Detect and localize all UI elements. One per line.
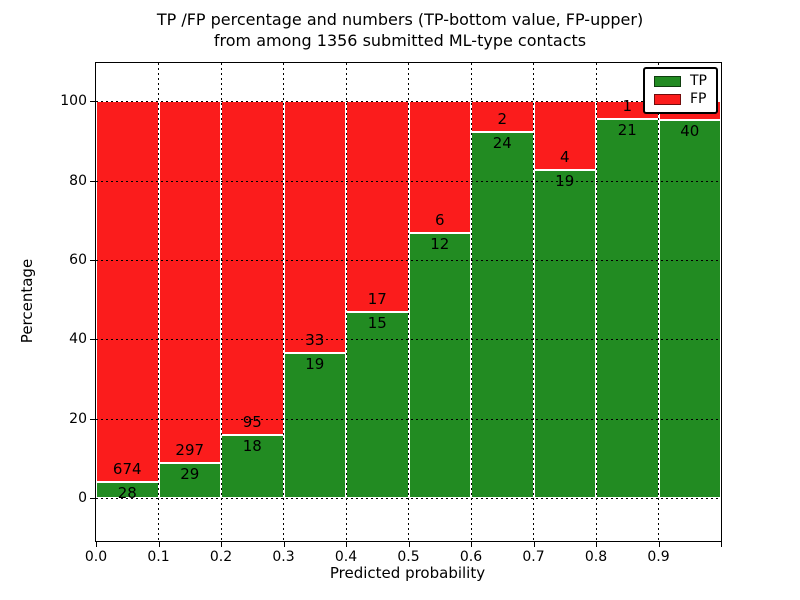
fp-count-label: 674 [112, 460, 142, 479]
fp-bar [96, 101, 159, 483]
y-tick-label: 60 [69, 251, 87, 268]
y-tick-label: 80 [69, 172, 87, 189]
chart-title-line2: from among 1356 submitted ML-type contac… [213, 31, 587, 51]
tp-count-label: 19 [305, 355, 325, 374]
vertical-gridline [533, 63, 534, 541]
x-tick [283, 542, 285, 547]
vertical-gridline [345, 63, 347, 541]
chart-title-line1: TP /FP percentage and numbers (TP-bottom… [156, 10, 644, 29]
tp-count-label: 12 [430, 235, 450, 254]
tp-bar [346, 312, 409, 499]
x-tick [408, 542, 410, 547]
x-tick-label: 0.5 [397, 549, 420, 565]
legend-entry-fp: FP [654, 91, 707, 107]
vertical-gridline [158, 63, 159, 541]
y-tick-label: 0 [78, 490, 87, 507]
fp-count-label: 95 [242, 412, 262, 431]
plot-area: TP FP 674 28 297 29 95 18 33 19 17 15 6 12 2 24 4 19 1 21… [60, 62, 722, 565]
chart-title: TP /FP percentage and numbers (TP-bottom… [0, 9, 800, 51]
fp-legend-swatch [654, 94, 681, 105]
tp-count-label: 40 [680, 122, 700, 141]
legend-entry-tp: TP [654, 73, 707, 89]
x-tick [721, 542, 722, 547]
tp-legend-swatch [654, 76, 681, 87]
tp-bar [408, 233, 471, 499]
x-tick [158, 542, 160, 547]
fp-count-label: 4 [559, 148, 570, 167]
x-tick-label: 0.4 [334, 549, 358, 565]
x-tick-label: 0.6 [459, 549, 483, 565]
fp-bar [283, 101, 346, 354]
tp-bar [283, 353, 346, 499]
x-tick-label: 0.7 [522, 549, 545, 565]
fp-count-label: 1 [622, 97, 633, 116]
x-tick-label: 0.2 [209, 549, 233, 565]
tp-bar [658, 120, 721, 499]
x-tick-label: 0.1 [147, 549, 170, 565]
x-tick [471, 542, 472, 547]
y-tick [90, 180, 95, 182]
x-tick [346, 542, 347, 547]
y-tick [90, 101, 95, 103]
fp-bar [346, 101, 409, 313]
fp-bar [158, 101, 221, 463]
x-tick [533, 542, 535, 547]
vertical-gridline [283, 63, 284, 541]
tp-bar [158, 462, 221, 499]
y-tick [90, 339, 95, 341]
tp-count-label: 21 [617, 121, 637, 140]
fp-bar [221, 101, 284, 435]
tp-count-label: 18 [242, 436, 262, 455]
y-tick-label: 100 [60, 93, 87, 110]
x-tick [221, 542, 222, 547]
vertical-gridline [595, 63, 597, 541]
fp-count-label: 17 [367, 290, 387, 309]
y-tick-label: 20 [69, 410, 87, 427]
horizontal-gridline [96, 498, 721, 500]
legend: TP FP [643, 67, 718, 114]
vertical-gridline [220, 63, 222, 541]
tp-bar [533, 170, 596, 499]
x-tick-label: 0.9 [647, 549, 670, 565]
tp-count-label: 19 [555, 172, 575, 191]
tp-count-label: 24 [492, 133, 512, 152]
y-tick [90, 498, 95, 500]
y-tick [90, 259, 95, 261]
tp-count-label: 29 [180, 464, 200, 483]
x-tick [596, 542, 597, 547]
y-tick-label: 40 [69, 331, 87, 348]
horizontal-gridline [96, 418, 721, 420]
x-tick [658, 542, 660, 547]
tp-bar [471, 131, 534, 499]
vertical-gridline [658, 63, 659, 541]
x-tick-label: 0.8 [584, 549, 608, 565]
horizontal-gridline [96, 259, 721, 261]
x-tick-label: 0.0 [84, 549, 108, 565]
fp-count-label: 6 [434, 211, 445, 230]
vertical-gridline [408, 63, 409, 541]
tp-count-label: 28 [117, 484, 137, 503]
horizontal-gridline [96, 180, 721, 182]
x-tick-label: 0.3 [272, 549, 295, 565]
tp-bar [596, 119, 659, 499]
tp-bar [221, 434, 284, 499]
y-tick [90, 418, 95, 420]
tp-legend-label: TP [690, 73, 707, 89]
fp-count-label: 297 [175, 440, 205, 459]
horizontal-gridline [96, 101, 721, 103]
tp-count-label: 15 [367, 314, 387, 333]
vertical-gridline [470, 63, 472, 541]
x-axis-label: Predicted probability [329, 564, 486, 582]
fp-legend-label: FP [690, 91, 707, 107]
fp-count-label: 33 [305, 331, 325, 350]
x-tick [96, 542, 97, 547]
fp-count-label: 2 [497, 109, 508, 128]
y-axis-label: Percentage [18, 258, 36, 344]
horizontal-gridline [96, 339, 721, 341]
